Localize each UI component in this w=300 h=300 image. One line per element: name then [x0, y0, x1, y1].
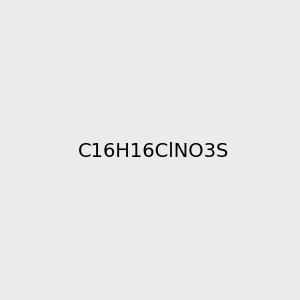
- Text: C16H16ClNO3S: C16H16ClNO3S: [78, 142, 230, 161]
